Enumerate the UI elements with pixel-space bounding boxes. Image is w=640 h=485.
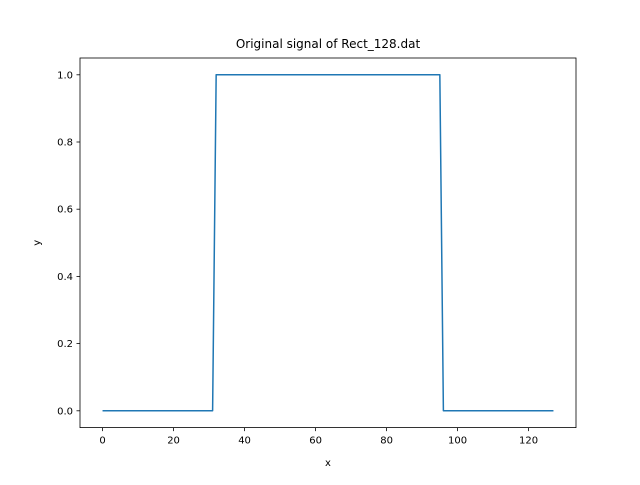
x-tick-label: 80 <box>380 436 393 447</box>
y-tick-label: 0.4 <box>57 272 73 283</box>
y-axis-ticks: 0.0 0.2 0.4 0.6 0.8 1.0 <box>57 70 80 417</box>
x-tick-label: 20 <box>167 436 180 447</box>
x-axis-ticks: 0 20 40 60 80 100 120 <box>99 427 538 447</box>
series-layer <box>102 74 554 412</box>
y-tick-label: 0.0 <box>57 406 73 417</box>
y-tick-label: 1.0 <box>57 70 73 81</box>
y-tick-label: 0.8 <box>57 138 73 149</box>
y-tick-label: 0.2 <box>57 339 73 350</box>
plot-frame <box>79 57 577 429</box>
y-tick-label: 0.6 <box>57 205 73 216</box>
x-tick-label: 0 <box>99 436 105 447</box>
chart-title: Original signal of Rect_128.dat <box>236 37 421 51</box>
x-tick-label: 40 <box>238 436 251 447</box>
series-line <box>102 74 554 412</box>
x-tick-label: 60 <box>309 436 322 447</box>
x-axis-label: x <box>325 458 331 469</box>
x-tick-label: 120 <box>519 436 538 447</box>
y-axis-label: y <box>32 240 43 246</box>
x-tick-label: 100 <box>448 436 467 447</box>
